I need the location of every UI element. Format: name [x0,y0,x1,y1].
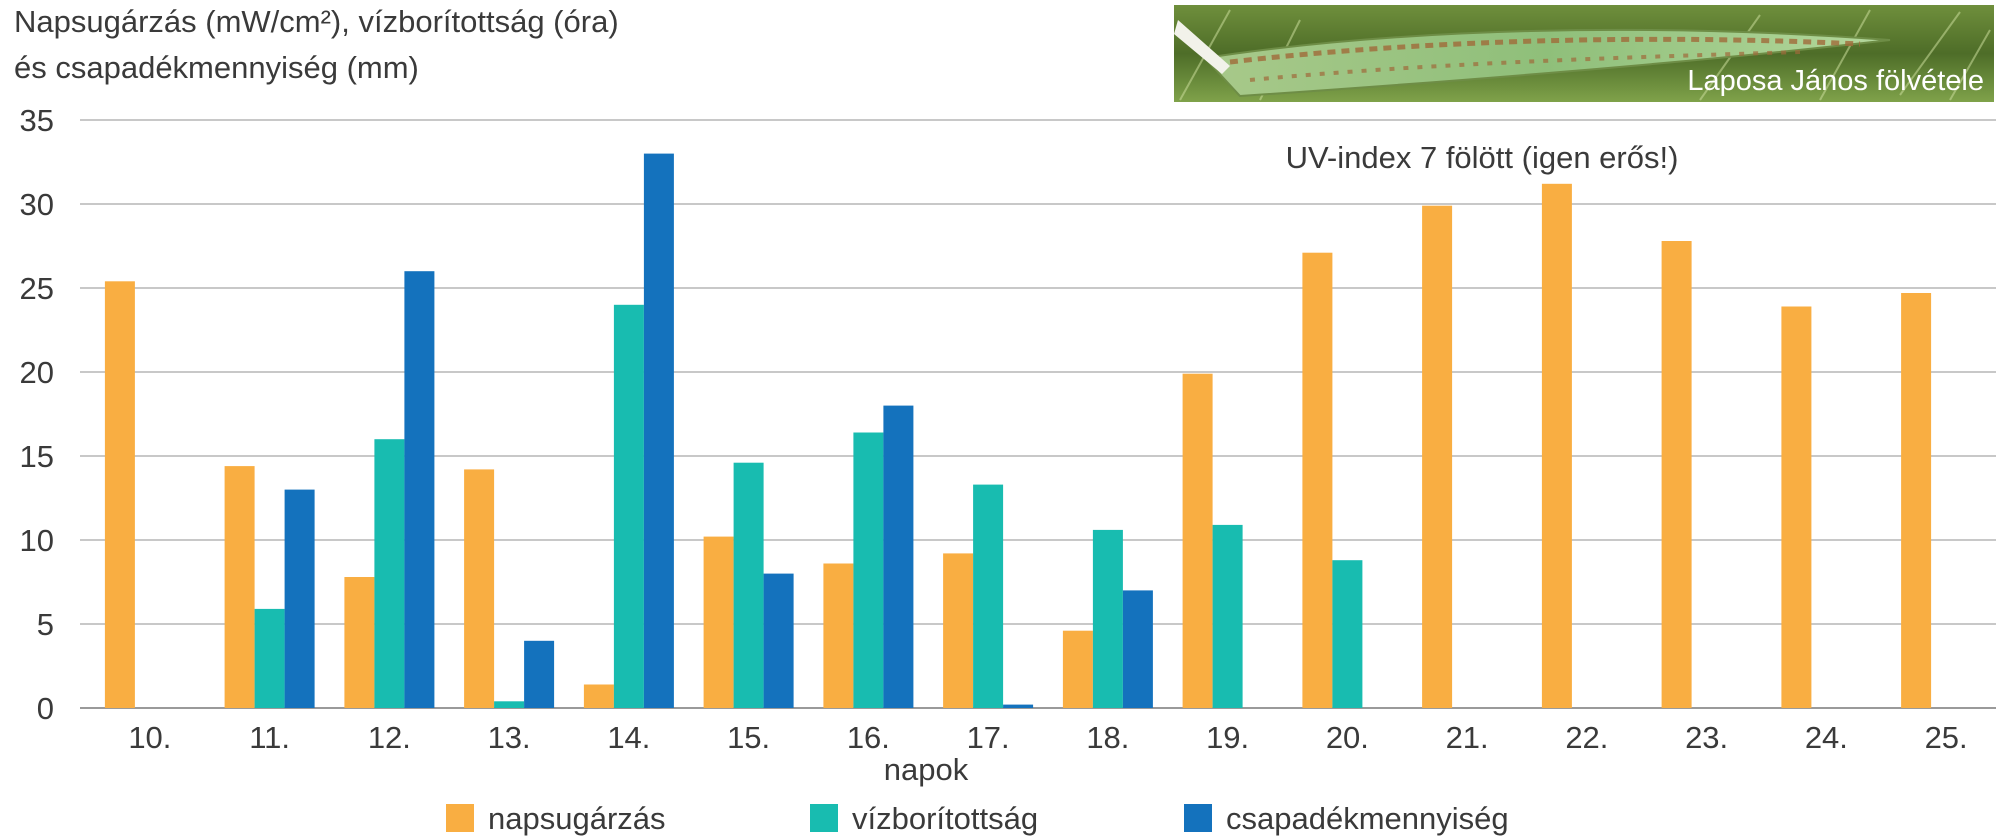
y-tick-label: 35 [20,103,54,138]
bar-vízborítottság-14 [613,304,644,708]
bar-csapadékmennyiség-16 [883,405,914,708]
x-axis-ticks: 10. 11. 12. 13. 14. 15. 16. 17. 18. 19. 20. 21. 22. 2… [128,720,1967,755]
x-tick-label: 20. [1326,720,1369,755]
bar-napsugárzás-15 [703,536,734,708]
legend-item: vízborítottság [810,801,1038,836]
y-tick-label: 10 [20,523,54,558]
bar-csapadékmennyiség-12 [404,271,435,708]
y-tick-label: 20 [20,355,54,390]
x-tick-label: 14. [607,720,650,755]
legend-label: napsugárzás [488,801,666,836]
bar-csapadékmennyiség-11 [284,489,315,708]
y-axis-title-line-2: és csapadékmennyiség (mm) [14,50,419,85]
bar-napsugárzás-19 [1182,373,1213,708]
bar-csapadékmennyiség-18 [1122,590,1153,708]
legend-label: vízborítottság [852,801,1038,836]
x-tick-label: 22. [1565,720,1608,755]
bar-napsugárzás-25 [1901,293,1932,708]
bar-vízborítottság-13 [494,701,525,708]
bar-napsugárzás-20 [1302,252,1333,708]
bar-vízborítottság-15 [733,462,764,708]
y-tick-label: 5 [37,607,54,642]
bar-napsugárzás-11 [224,466,255,708]
y-tick-label: 15 [20,439,54,474]
annotation-uv-index: UV-index 7 fölött (igen erős!) [1286,140,1679,175]
photo-inset: Laposa János fölvétele [1174,5,1994,102]
bar-csapadékmennyiség-15 [763,573,794,708]
x-tick-label: 11. [249,720,290,755]
x-tick-label: 15. [727,720,770,755]
bar-vízborítottság-19 [1212,524,1243,708]
y-tick-label: 25 [20,271,54,306]
x-tick-label: 25. [1925,720,1968,755]
x-tick-label: 18. [1086,720,1129,755]
legend: napsugárzás vízborítottság csapadékmennyis… [446,801,1509,836]
bar-napsugárzás-16 [823,563,854,708]
bar-napsugárzás-12 [344,577,375,708]
bar-vízborítottság-16 [853,432,884,708]
bar-napsugárzás-10 [104,281,135,708]
x-tick-label: 10. [128,720,171,755]
bar-napsugárzás-17 [943,553,974,708]
bar-napsugárzás-18 [1062,630,1093,708]
bar-csapadékmennyiség-14 [643,153,674,709]
photo-credit: Laposa János fölvétele [1687,65,1984,97]
legend-item: csapadékmennyiség [1184,801,1509,836]
x-tick-label: 12. [368,720,411,755]
legend-label: csapadékmennyiség [1226,801,1509,836]
x-tick-label: 13. [488,720,531,755]
bar-napsugárzás-23 [1661,241,1692,708]
x-tick-label: 24. [1805,720,1848,755]
x-tick-label: 21. [1446,720,1489,755]
bar-napsugárzás-21 [1422,205,1453,708]
x-tick-label: 19. [1206,720,1249,755]
bar-napsugárzás-22 [1541,183,1572,709]
x-tick-label: 16. [847,720,890,755]
x-tick-label: 17. [967,720,1010,755]
y-axis-ticks: 0 5 10 15 20 25 30 35 [20,103,54,726]
x-tick-label: 23. [1685,720,1728,755]
bar-vízborítottság-20 [1332,560,1363,708]
legend-swatch [810,804,838,832]
legend-swatch [1184,804,1212,832]
bar-napsugárzás-13 [464,469,495,708]
bar-vízborítottság-12 [374,439,405,708]
bars [104,153,1932,709]
x-axis-title: napok [884,752,969,787]
bar-napsugárzás-14 [583,684,614,708]
bar-vízborítottság-11 [254,608,285,708]
legend-item: napsugárzás [446,801,666,836]
legend-swatch [446,804,474,832]
y-tick-label: 30 [20,187,54,222]
bar-csapadékmennyiség-13 [524,640,555,708]
y-tick-label: 0 [37,691,54,726]
y-axis-title: Napsugárzás (mW/cm²), vízborítottság (ór… [14,4,619,85]
bar-csapadékmennyiség-17 [1003,704,1034,708]
y-axis-title-line-1: Napsugárzás (mW/cm²), vízborítottság (ór… [14,4,619,39]
bar-vízborítottság-18 [1092,529,1123,708]
bar-vízborítottság-17 [973,484,1004,708]
bar-napsugárzás-24 [1781,306,1812,708]
